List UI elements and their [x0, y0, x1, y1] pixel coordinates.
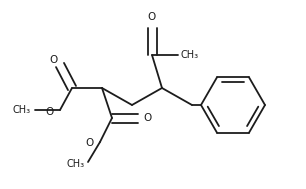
Text: O: O — [148, 12, 156, 22]
Text: O: O — [144, 113, 152, 123]
Text: O: O — [45, 107, 53, 117]
Text: O: O — [86, 138, 94, 148]
Text: CH₃: CH₃ — [67, 159, 85, 169]
Text: O: O — [50, 55, 58, 65]
Text: CH₃: CH₃ — [13, 105, 31, 115]
Text: CH₃: CH₃ — [181, 50, 199, 60]
